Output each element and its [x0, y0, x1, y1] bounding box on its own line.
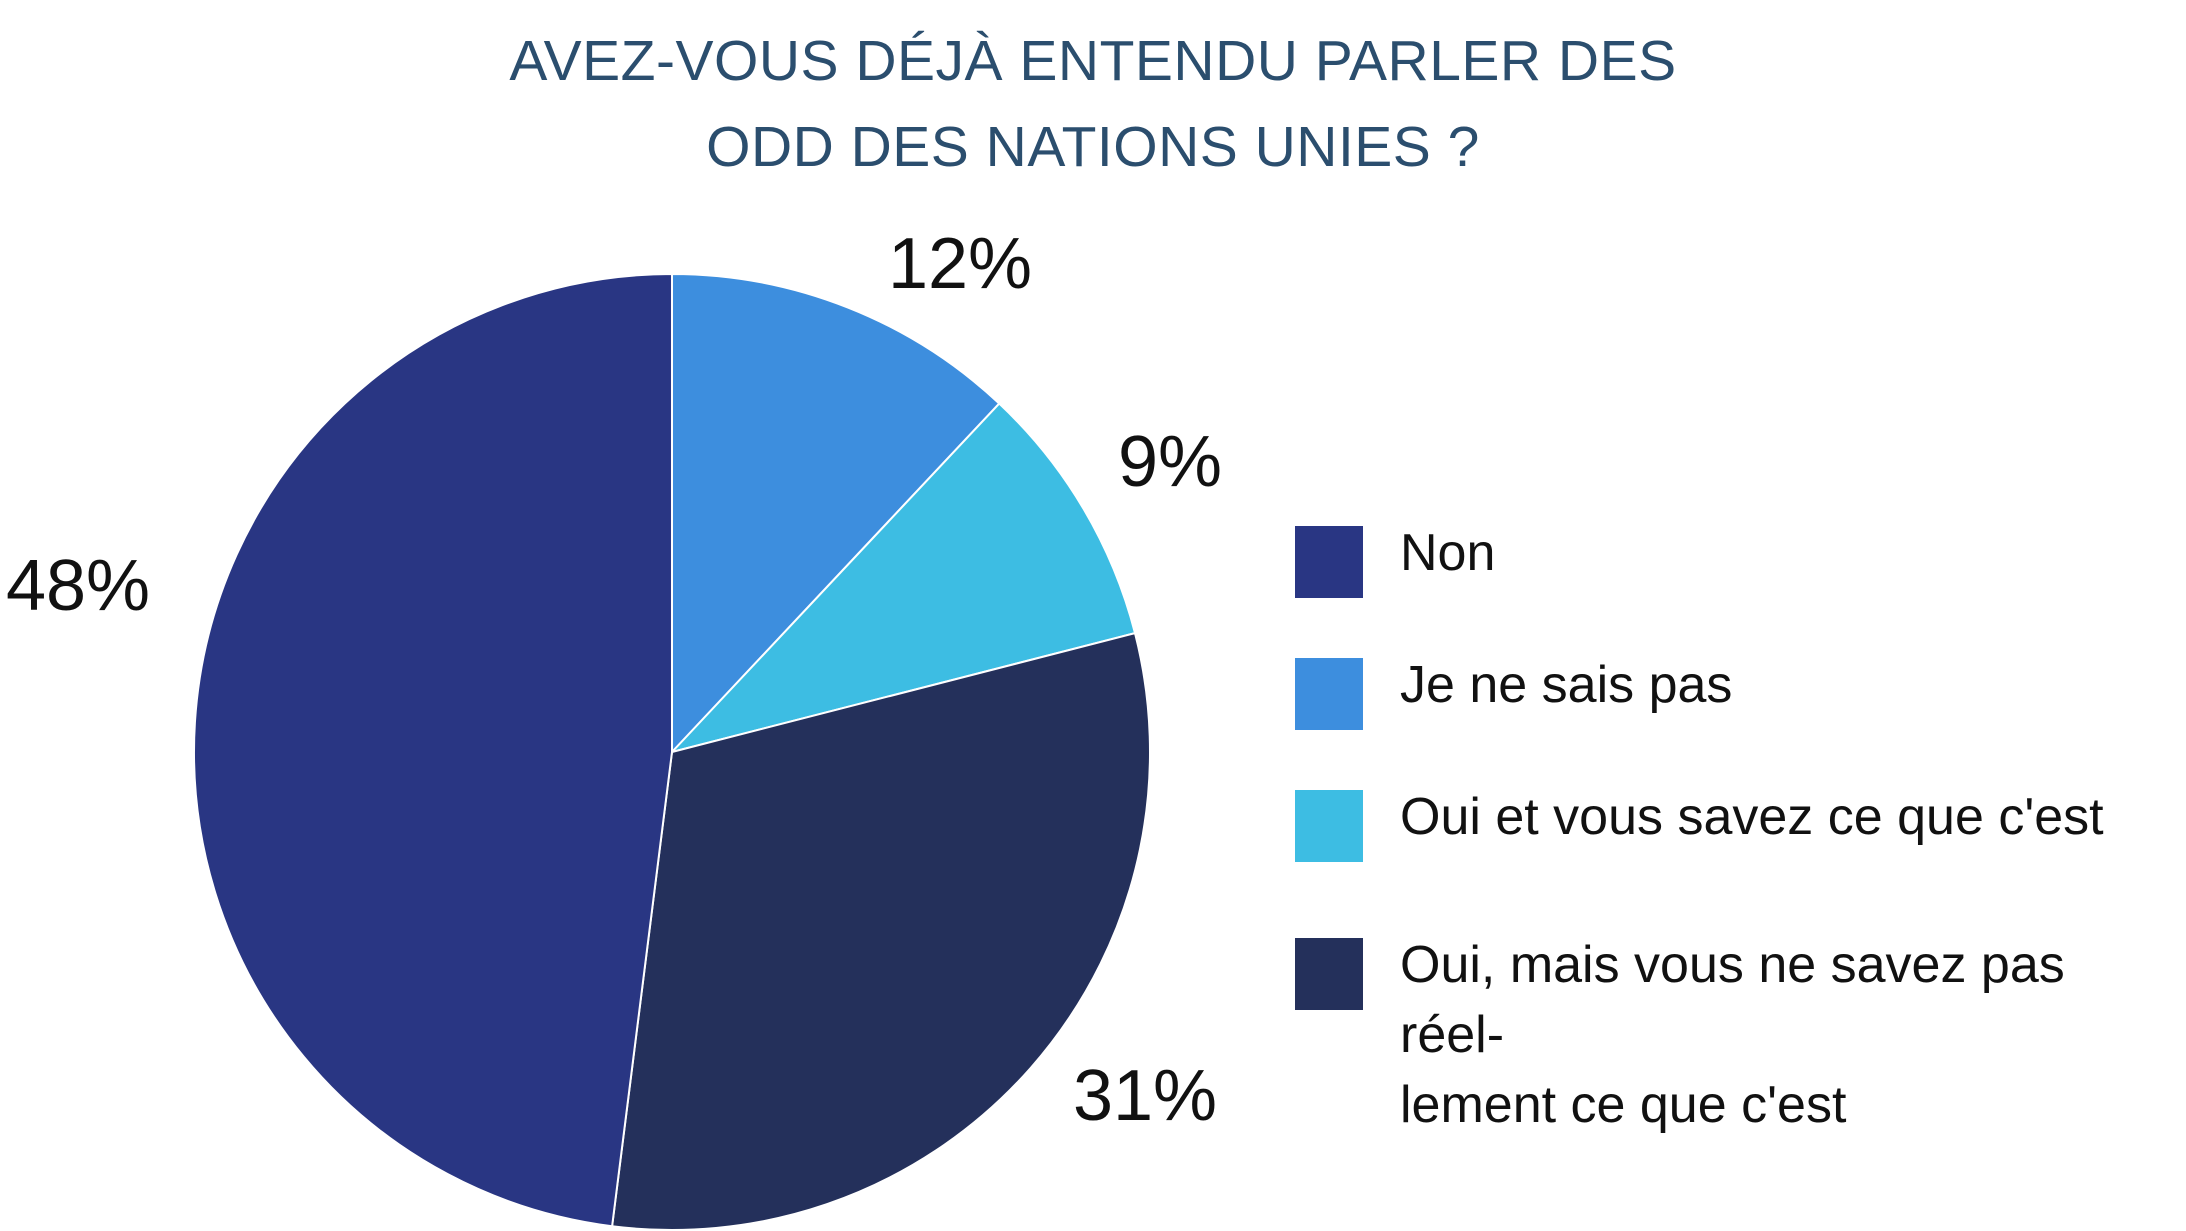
- legend-label-oui-savez: Oui et vous savez ce que c'est: [1400, 788, 2104, 846]
- chart-title-line-2: ODD DES NATIONS UNIES ?: [706, 115, 1480, 179]
- pie-slices: [193, 272, 1151, 1231]
- pie-slice-non: [193, 272, 673, 1228]
- value-label-non: 48%: [6, 546, 150, 626]
- chart-title-line-1: AVEZ-VOUS DÉJÀ ENTENDU PARLER DES: [509, 29, 1677, 93]
- value-label-je-ne-sais-pas: 12%: [888, 224, 1032, 304]
- legend-swatch-oui-pas-reellement: [1295, 938, 1363, 1010]
- chart-title: AVEZ-VOUS DÉJÀ ENTENDU PARLER DES ODD DE…: [0, 18, 2186, 190]
- pie-slice-je-ne-sais-pas: [671, 272, 1001, 755]
- pie-value-labels: 12% 9% 31% 48%: [6, 224, 1222, 1136]
- pie-slice-oui-savez: [668, 402, 1137, 754]
- legend-label-je-ne-sais-pas: Je ne sais pas: [1400, 656, 1733, 714]
- legend-swatch-oui-savez: [1295, 790, 1363, 862]
- legend-swatch-non: [1295, 526, 1363, 598]
- legend-label-non: Non: [1400, 524, 1496, 582]
- value-label-oui-pas-reellement: 31%: [1073, 1056, 1217, 1136]
- legend-swatch-je-ne-sais-pas: [1295, 658, 1363, 730]
- pie-slice-oui-pas-reellement: [610, 631, 1151, 1231]
- value-label-oui-savez: 9%: [1118, 422, 1222, 502]
- legend-label-oui-pas-reellement: Oui, mais vous ne savez pas réel- lement…: [1400, 936, 2065, 1134]
